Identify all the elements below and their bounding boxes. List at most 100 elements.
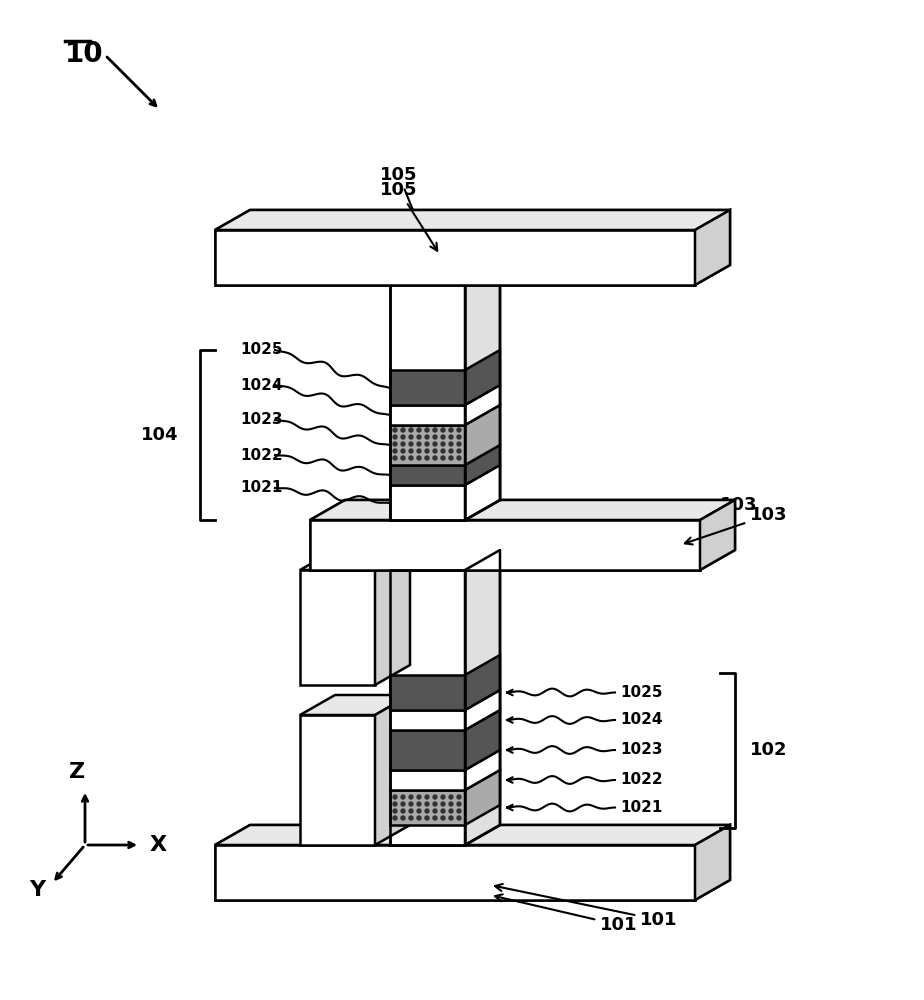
- Text: 1023: 1023: [620, 742, 663, 758]
- Circle shape: [425, 802, 429, 806]
- Circle shape: [449, 795, 453, 799]
- Polygon shape: [465, 350, 500, 405]
- Polygon shape: [215, 825, 730, 845]
- Circle shape: [417, 809, 421, 813]
- Circle shape: [401, 449, 405, 453]
- Polygon shape: [215, 230, 695, 285]
- Circle shape: [425, 456, 429, 460]
- Polygon shape: [300, 550, 410, 570]
- Polygon shape: [390, 675, 465, 710]
- Circle shape: [393, 456, 397, 460]
- Circle shape: [409, 809, 413, 813]
- Circle shape: [449, 456, 453, 460]
- Text: Z: Z: [69, 762, 85, 782]
- Text: 1021: 1021: [240, 481, 283, 495]
- Polygon shape: [700, 500, 735, 570]
- Polygon shape: [390, 730, 465, 770]
- Circle shape: [409, 435, 413, 439]
- Circle shape: [441, 795, 445, 799]
- Polygon shape: [695, 825, 730, 900]
- Circle shape: [393, 435, 397, 439]
- Polygon shape: [465, 655, 500, 710]
- Polygon shape: [300, 695, 410, 715]
- Circle shape: [425, 449, 429, 453]
- Circle shape: [449, 435, 453, 439]
- Circle shape: [417, 802, 421, 806]
- Circle shape: [401, 435, 405, 439]
- Circle shape: [417, 449, 421, 453]
- Polygon shape: [390, 465, 465, 485]
- Text: 101: 101: [495, 894, 638, 934]
- Circle shape: [417, 442, 421, 446]
- Circle shape: [457, 449, 461, 453]
- Text: 1022: 1022: [620, 772, 663, 788]
- Polygon shape: [390, 260, 500, 280]
- Text: 102: 102: [750, 741, 787, 759]
- Polygon shape: [390, 790, 465, 825]
- Polygon shape: [465, 465, 500, 520]
- Circle shape: [401, 802, 405, 806]
- Circle shape: [401, 809, 405, 813]
- Circle shape: [441, 449, 445, 453]
- Text: 1022: 1022: [240, 448, 283, 462]
- Circle shape: [433, 456, 437, 460]
- Circle shape: [433, 795, 437, 799]
- Polygon shape: [465, 260, 500, 520]
- Circle shape: [433, 435, 437, 439]
- Text: 1025: 1025: [620, 685, 663, 700]
- Text: 1024: 1024: [620, 712, 663, 728]
- Text: 105: 105: [380, 166, 429, 247]
- Circle shape: [457, 802, 461, 806]
- Circle shape: [409, 456, 413, 460]
- Circle shape: [449, 449, 453, 453]
- Circle shape: [417, 795, 421, 799]
- Circle shape: [409, 449, 413, 453]
- Circle shape: [433, 449, 437, 453]
- Text: 103: 103: [685, 506, 787, 544]
- Circle shape: [425, 435, 429, 439]
- Polygon shape: [390, 710, 465, 730]
- Circle shape: [425, 442, 429, 446]
- Circle shape: [433, 816, 437, 820]
- Circle shape: [409, 428, 413, 432]
- Polygon shape: [310, 500, 735, 520]
- Circle shape: [409, 442, 413, 446]
- Circle shape: [441, 802, 445, 806]
- Polygon shape: [465, 750, 500, 790]
- Circle shape: [409, 816, 413, 820]
- Text: 103: 103: [625, 496, 758, 544]
- Circle shape: [433, 809, 437, 813]
- Polygon shape: [300, 715, 375, 845]
- Circle shape: [425, 428, 429, 432]
- Text: 104: 104: [141, 426, 178, 444]
- Circle shape: [449, 816, 453, 820]
- Polygon shape: [465, 710, 500, 770]
- Circle shape: [457, 795, 461, 799]
- Circle shape: [449, 802, 453, 806]
- Text: 1021: 1021: [620, 800, 663, 815]
- Circle shape: [433, 428, 437, 432]
- Polygon shape: [465, 405, 500, 465]
- Polygon shape: [695, 210, 730, 285]
- Circle shape: [417, 816, 421, 820]
- Circle shape: [457, 428, 461, 432]
- Text: X: X: [150, 835, 166, 855]
- Circle shape: [409, 795, 413, 799]
- Circle shape: [457, 442, 461, 446]
- Circle shape: [393, 816, 397, 820]
- Text: 1023: 1023: [240, 412, 283, 428]
- Polygon shape: [310, 520, 700, 570]
- Polygon shape: [310, 520, 700, 570]
- Text: 1025: 1025: [240, 342, 283, 358]
- Circle shape: [425, 816, 429, 820]
- Polygon shape: [695, 210, 730, 285]
- Circle shape: [457, 809, 461, 813]
- Circle shape: [401, 442, 405, 446]
- Circle shape: [457, 456, 461, 460]
- Circle shape: [409, 802, 413, 806]
- Polygon shape: [215, 825, 730, 845]
- Text: Y: Y: [29, 880, 45, 900]
- Circle shape: [449, 442, 453, 446]
- Circle shape: [449, 809, 453, 813]
- Circle shape: [401, 816, 405, 820]
